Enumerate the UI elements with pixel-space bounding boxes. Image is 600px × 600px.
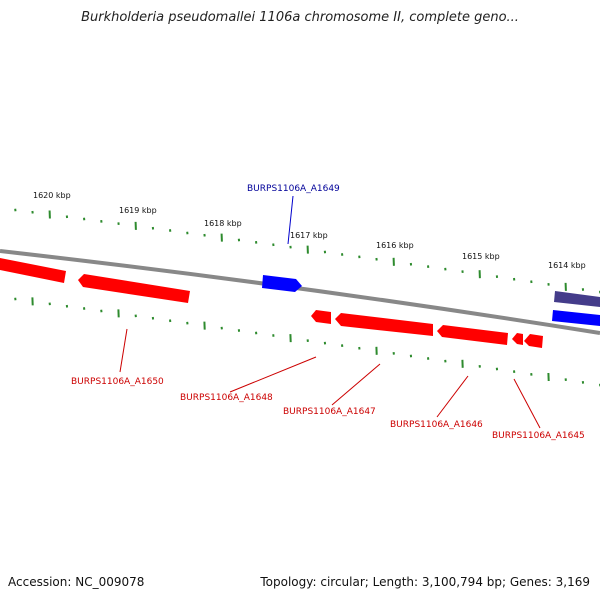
leader-line [436,375,469,418]
gene-feature-reverse-edge[interactable] [0,258,66,283]
gene-label-reverse[interactable]: BURPS1106A_A1650 [71,377,164,387]
scale-label: 1615 kbp [462,252,500,261]
genome-summary-text: Topology: circular; Length: 3,100,794 bp… [260,575,590,589]
gene-feature-a1647[interactable] [335,313,433,336]
gene-feature-a1646-fragment[interactable] [512,333,523,345]
scale-label: 1620 kbp [33,191,71,200]
accession-text: Accession: NC_009078 [8,575,145,589]
leader-line [513,378,541,429]
leader-line [119,328,128,373]
gene-feature-forward-edge-lower[interactable] [552,310,600,326]
gene-feature-a1646[interactable] [437,325,508,345]
map-title: Burkholderia pseudomallei 1106a chromoso… [81,10,519,25]
scale-label: 1617 kbp [290,231,328,240]
gene-label-forward[interactable]: BURPS1106A_A1649 [247,184,340,194]
outer-tick-marks [14,208,600,294]
gene-label-reverse[interactable]: BURPS1106A_A1648 [180,393,273,403]
gene-feature-forward-edge-upper[interactable] [554,291,600,307]
gene-feature-a1650[interactable] [78,274,190,303]
gene-feature-a1649[interactable] [262,275,302,292]
chromosome-backbone [0,249,600,335]
scale-label: 1619 kbp [119,206,157,215]
inner-tick-marks [14,297,600,387]
gene-feature-a1645[interactable] [524,334,543,348]
gene-label-reverse[interactable]: BURPS1106A_A1647 [283,407,376,417]
scale-label: 1618 kbp [204,219,242,228]
scale-label: 1614 kbp [548,261,586,270]
gene-feature-a1648[interactable] [311,310,331,324]
leader-line [287,195,294,245]
gene-label-reverse[interactable]: BURPS1106A_A1646 [390,420,483,430]
gene-label-reverse[interactable]: BURPS1106A_A1645 [492,431,585,441]
leader-line [229,356,317,393]
leader-line [331,363,381,406]
scale-label: 1616 kbp [376,241,414,250]
